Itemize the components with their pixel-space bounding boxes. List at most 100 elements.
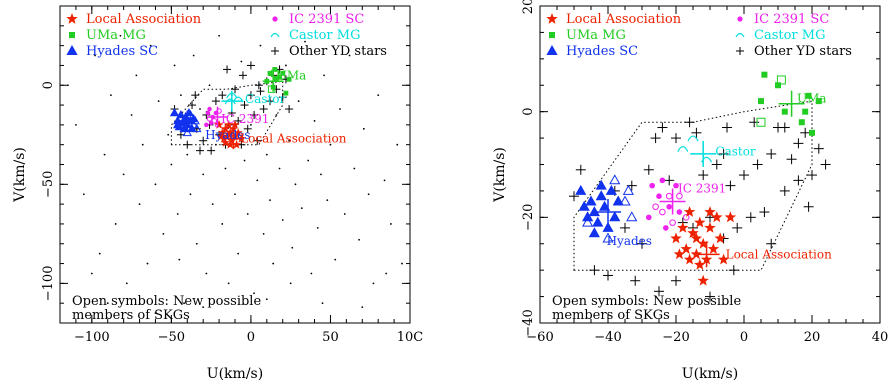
other-star-point xyxy=(813,143,824,154)
field-star-point xyxy=(262,232,265,235)
uma-point xyxy=(798,119,805,126)
other-star-point xyxy=(654,286,664,297)
other-star-point xyxy=(191,91,200,100)
y-tick-label: 0 xyxy=(521,108,536,116)
ic2391-open-point xyxy=(676,192,683,200)
field-star-point xyxy=(259,44,262,47)
other-star-point xyxy=(718,148,729,159)
uma-center-cross xyxy=(262,70,284,92)
field-star-point xyxy=(372,282,375,285)
legend-hyades-label: Hyades SC xyxy=(566,44,638,59)
other-star-point xyxy=(253,136,262,145)
uma-point xyxy=(758,98,764,105)
field-star-point xyxy=(106,302,109,305)
x-tick-label: 10С xyxy=(397,330,424,345)
uma-point xyxy=(781,108,788,115)
other-star-point xyxy=(671,275,681,286)
local-association-point xyxy=(697,237,709,249)
field-star-point xyxy=(192,54,195,57)
hyades-point xyxy=(582,211,594,222)
field-star-point xyxy=(246,213,249,215)
field-star-point xyxy=(310,272,313,275)
other-star-point xyxy=(207,146,216,155)
other-star-point xyxy=(243,124,252,133)
other-star-point xyxy=(793,175,804,186)
field-star-point xyxy=(110,94,112,97)
ic2391-open-point xyxy=(659,208,666,216)
other-star-point xyxy=(725,180,736,191)
x-tick-label: −50 xyxy=(158,330,185,345)
other-star-point xyxy=(231,85,239,94)
other-star-point xyxy=(728,265,739,276)
field-star-point xyxy=(285,64,287,67)
legend-local-marker xyxy=(546,13,558,24)
local-association-point xyxy=(224,120,234,129)
field-star-point xyxy=(288,139,290,142)
field-star-point xyxy=(253,292,255,295)
other-star-point xyxy=(183,140,192,149)
field-star-point xyxy=(103,153,106,156)
field-star-point xyxy=(304,40,306,43)
uma-center-cross xyxy=(778,90,805,117)
group-annotation: Local Association xyxy=(240,132,347,146)
other-star-point xyxy=(250,110,259,119)
ic2391-point xyxy=(649,182,655,189)
hyades-center-cross xyxy=(595,199,621,226)
local-association-point xyxy=(694,216,706,228)
hyades-open-point xyxy=(609,174,621,185)
legend-hyades-marker xyxy=(66,44,78,55)
hyades-open-point xyxy=(619,195,631,206)
other-star-point xyxy=(779,185,790,196)
legend-other-marker xyxy=(271,47,279,55)
field-star-point xyxy=(154,312,157,314)
group-annotation: IC 2391 xyxy=(678,181,726,195)
local-association-point xyxy=(677,221,689,233)
ic2391-open-point xyxy=(669,219,676,226)
local-association-point xyxy=(225,139,235,149)
local-association-point xyxy=(220,124,230,133)
local-association-point xyxy=(230,132,240,141)
legend-hyades-label: Hyades SC xyxy=(86,44,158,59)
field-star-point xyxy=(358,238,360,241)
field-star-point xyxy=(339,108,341,110)
field-star-point xyxy=(300,207,303,209)
field-star-point xyxy=(323,74,325,77)
other-star-point xyxy=(575,164,586,175)
uma-point xyxy=(267,70,273,76)
field-star-point xyxy=(186,153,189,156)
hyades-point xyxy=(575,184,587,195)
x-tick-label: 40 xyxy=(872,330,889,345)
field-star-point xyxy=(234,193,236,196)
field-star-point xyxy=(146,262,149,265)
legend-uma-marker xyxy=(549,32,555,38)
other-star-point xyxy=(766,148,777,159)
field-star-point xyxy=(289,282,292,285)
uma-point xyxy=(286,76,292,82)
y-tick-label: −20 xyxy=(521,204,536,231)
legend-other-label: Other YD stars xyxy=(289,44,387,59)
field-star-point xyxy=(275,114,278,116)
castor-point xyxy=(224,98,236,105)
field-star-point xyxy=(326,199,329,202)
x-axis-label: U(km/s) xyxy=(207,366,263,382)
other-star-point xyxy=(630,275,641,286)
other-star-point xyxy=(223,65,232,74)
uma-open-point xyxy=(271,69,279,78)
field-star-point xyxy=(176,213,179,215)
other-star-point xyxy=(793,138,804,149)
other-star-point xyxy=(589,265,600,276)
legend-ic2391-marker xyxy=(737,16,743,22)
other-star-point xyxy=(657,122,668,133)
field-star-point xyxy=(297,100,300,102)
local-association-point xyxy=(230,120,240,129)
field-star-point xyxy=(178,258,181,261)
group-annotation: UMa xyxy=(797,91,827,105)
field-star-point xyxy=(180,94,182,97)
other-star-point xyxy=(671,133,681,144)
field-star-point xyxy=(240,60,243,63)
note-line-1: Open symbols: New possible xyxy=(552,294,741,309)
hyades-point xyxy=(585,195,597,206)
hyades-point xyxy=(602,221,614,232)
local-association-point xyxy=(694,258,706,270)
